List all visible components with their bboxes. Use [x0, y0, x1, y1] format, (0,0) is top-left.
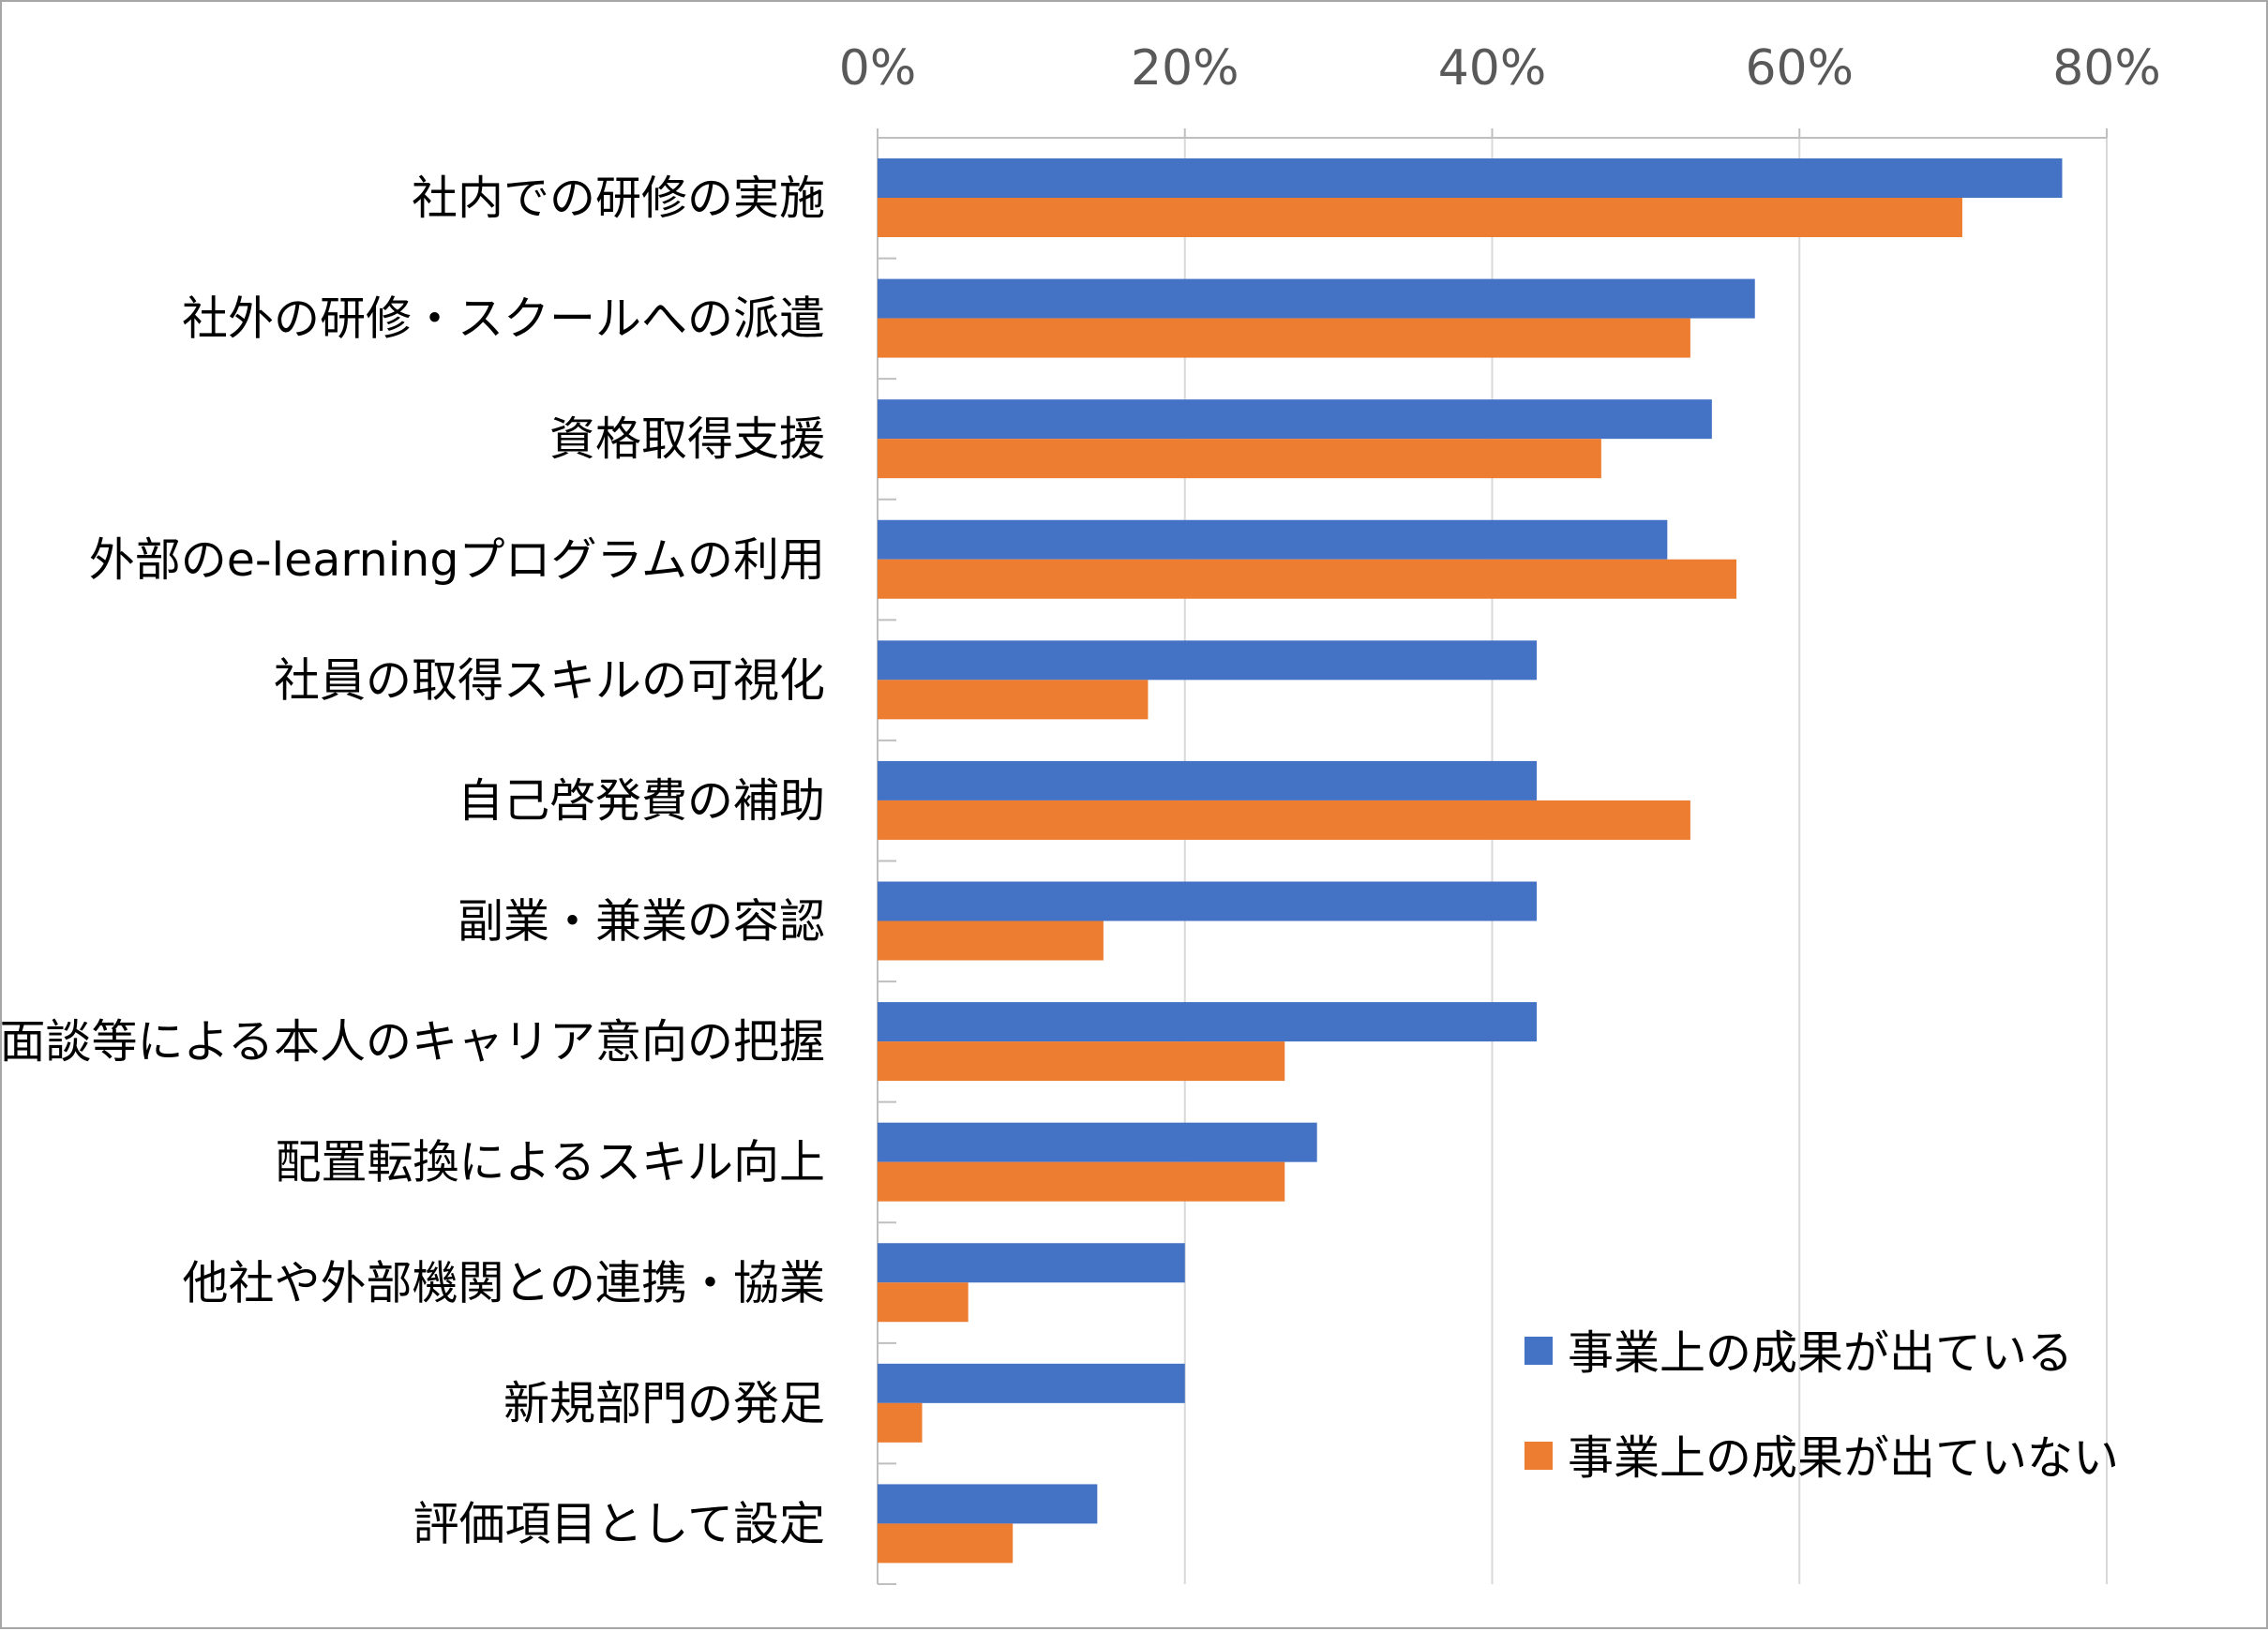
- bar-results-yes: [878, 519, 1668, 560]
- bar-results-yes: [878, 760, 1538, 801]
- legend-swatch: [1525, 1442, 1553, 1470]
- bar-results-yes: [878, 1484, 1098, 1524]
- legend-swatch: [1525, 1337, 1553, 1365]
- x-tick-label: 80%: [2052, 40, 2161, 97]
- legend-entry: 事業上の成果が出ていない: [1568, 1431, 2119, 1485]
- category-label: 新規部門の発足: [503, 1377, 825, 1430]
- category-label: 外部のe-learningプログラムの利用: [89, 533, 825, 587]
- bar-results-no: [878, 1402, 923, 1443]
- category-label: 面談等による本人のキャリア意向の把握: [2, 1015, 825, 1069]
- category-label: 社内での研修の実施: [412, 172, 825, 225]
- bar-results-yes: [878, 158, 2063, 198]
- bar-results-no: [878, 800, 1690, 840]
- bar-results-no: [878, 318, 1690, 358]
- bar-results-yes: [878, 1243, 1185, 1283]
- category-label: 他社や外部機関との連携・協業: [182, 1256, 825, 1309]
- x-axis-ticks: 0% 20% 40% 60% 80%: [839, 40, 2161, 97]
- bar-results-no: [878, 1041, 1285, 1082]
- x-tick-label: 0%: [839, 40, 917, 97]
- category-label: 資格取得支援: [549, 412, 825, 466]
- bar-results-yes: [878, 399, 1712, 440]
- bar-results-yes: [878, 1122, 1317, 1162]
- bars: [878, 158, 2063, 1564]
- bar-results-no: [878, 439, 1601, 479]
- x-tick-label: 40%: [1438, 40, 1547, 97]
- bar-results-yes: [878, 1363, 1185, 1403]
- legend-entry: 事業上の成果が出ている: [1568, 1326, 2073, 1380]
- x-tick-label: 20%: [1131, 40, 1239, 97]
- gridlines: [877, 128, 2108, 1585]
- bar-results-no: [878, 1161, 1285, 1202]
- category-label: 自己啓発費の補助: [458, 774, 825, 828]
- category-labels: 社内での研修の実施社外の研修・スクールへの派遣資格取得支援外部のe-learni…: [2, 172, 825, 1550]
- bar-results-no: [878, 1523, 1014, 1564]
- bar-results-yes: [878, 1002, 1538, 1042]
- bar-results-yes: [878, 278, 1755, 319]
- category-label: 副業・兼業の容認: [458, 895, 825, 949]
- category-label: 配置転換によるスキル向上: [275, 1136, 825, 1190]
- bar-results-no: [878, 1282, 969, 1323]
- bar-results-no: [878, 680, 1149, 720]
- category-label: 評価項目として設定: [413, 1497, 825, 1550]
- bar-results-yes: [878, 881, 1538, 921]
- bar-results-no: [878, 198, 1962, 237]
- bar-results-no: [878, 920, 1104, 961]
- bar-results-yes: [878, 640, 1538, 681]
- x-tick-label: 60%: [1745, 40, 1854, 97]
- category-label: 社外の研修・スクールへの派遣: [182, 292, 825, 346]
- category-label: 社員の取得スキルの可視化: [274, 653, 825, 707]
- bar-results-no: [878, 559, 1737, 599]
